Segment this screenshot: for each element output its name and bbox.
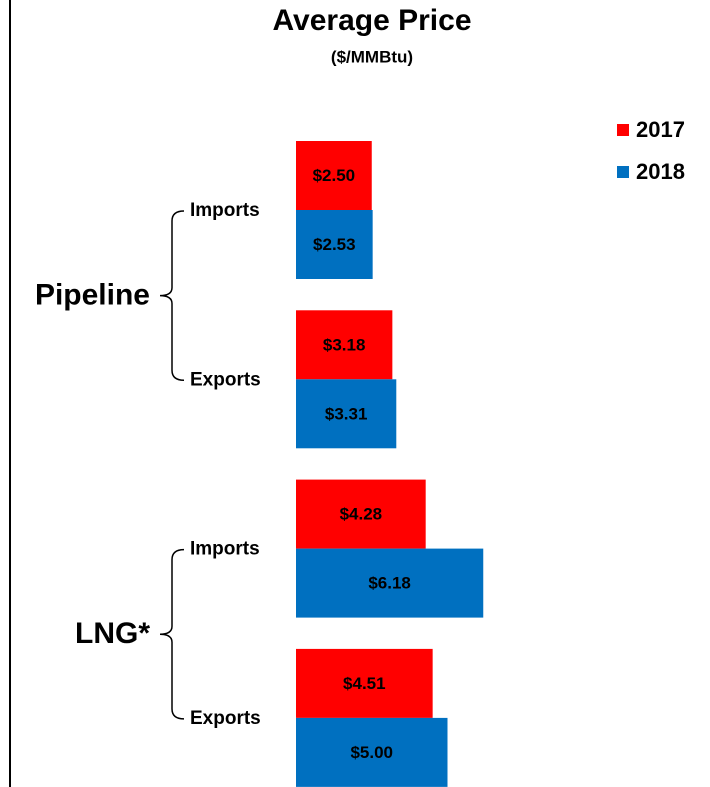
value-label: $3.31 [325,404,368,423]
bar [296,379,397,449]
value-label: $6.18 [368,574,411,593]
category-label: Imports [190,539,260,560]
value-label: $3.18 [323,335,366,354]
group-bracket [159,548,185,720]
bar [296,210,373,279]
legend-swatch [617,124,629,136]
category-label: Imports [190,200,260,221]
value-label: $4.28 [340,505,383,524]
value-label: $4.51 [343,674,386,693]
bar [296,548,484,618]
category-label: Exports [190,708,261,729]
bar [296,717,448,787]
legend-swatch [617,166,629,178]
bar [296,141,372,210]
value-label: $5.00 [350,743,393,762]
bar [296,310,393,380]
group-bracket [159,210,185,382]
bar [296,479,426,549]
group-label: LNG* [75,617,150,650]
category-label: Exports [190,369,261,390]
legend-label: 2017 [636,117,685,142]
value-label: $2.53 [313,235,356,254]
chart-title: Average Price [272,4,471,37]
legend-label: 2018 [636,159,685,184]
chart-subtitle: ($/MMBtu) [331,47,413,66]
value-label: $2.50 [313,166,356,185]
bar [296,648,433,718]
group-label: Pipeline [35,279,150,312]
